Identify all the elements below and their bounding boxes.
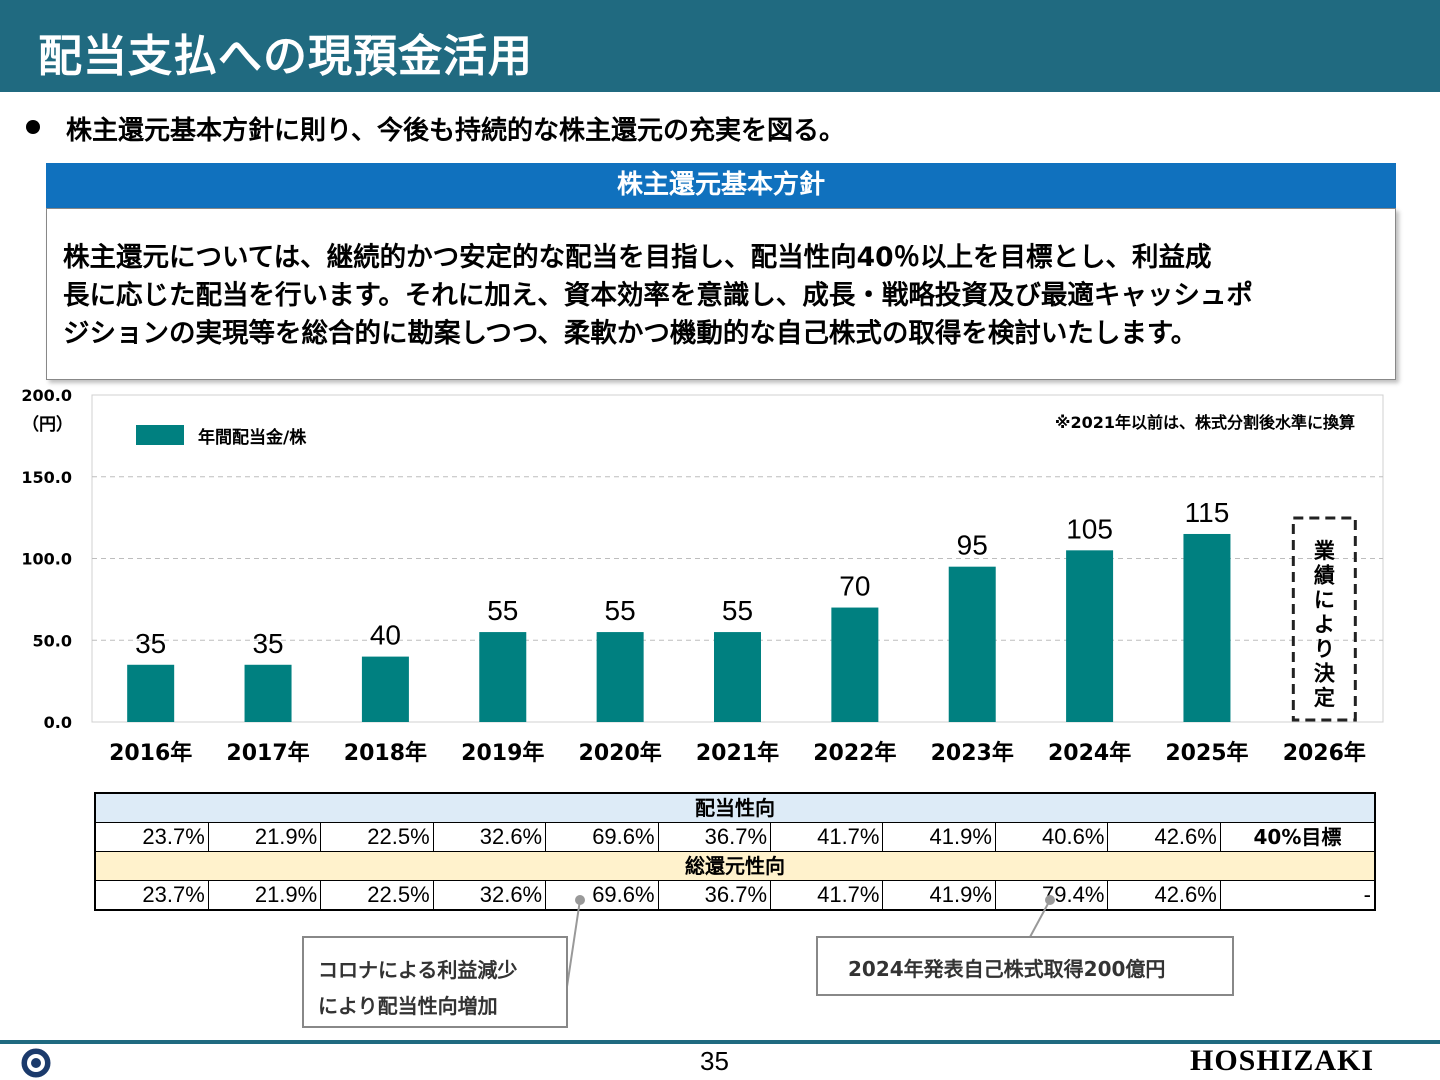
bar [244,664,292,722]
pending-label-char: よ [1314,613,1335,637]
x-tick-label: 2024年 [1048,740,1131,766]
table-cell: 21.9% [207,880,322,911]
table-cell: 23.7% [93,880,209,911]
payout-header: 配当性向 [94,792,1376,823]
x-tick-label: 2017年 [226,740,309,766]
bar [361,656,409,722]
y-tick-label: 100.0 [21,550,72,569]
bar-value-label: 40 [370,620,401,651]
chart-note: ※2021年以前は、株式分割後水準に換算 [1055,413,1355,432]
footer-line [0,1040,1440,1044]
bar-value-label: 55 [605,595,636,626]
table-cell: 23.7% [93,822,209,852]
bar-value-label: 70 [839,571,870,602]
bar [1183,533,1231,722]
x-tick-label: 2019年 [461,740,544,766]
table-cell: 40%目標 [1219,822,1376,852]
y-tick-label: 50.0 [33,631,72,650]
policy-box: 株主還元については、継続的かつ安定的な配当を目指し、配当性向40％以上を目標とし… [46,208,1396,380]
header-bar: 配当支払への現預金活用 [0,0,1440,92]
lead-text: 株主還元基本方針に則り、今後も持続的な株主還元の充実を図る。 [66,116,845,146]
bar [948,566,996,722]
pending-label-char: 業 [1314,539,1336,563]
bar [479,632,527,722]
pending-box [1291,516,1357,722]
buyback-note-text: 2024年発表自己株式取得200億円 [848,957,1166,981]
table-cell: 32.6% [432,880,547,911]
x-tick-label: 2020年 [579,740,662,766]
table-cell: 41.9% [882,822,996,852]
table-cell: 69.6% [545,880,659,911]
x-tick-label: 2023年 [931,740,1014,766]
y-tick-label: 150.0 [21,468,72,487]
table-cell: 42.6% [1107,822,1221,852]
dividend-chart: 0.0 50.0 100.0 150.0 200.0 （円） 35 2016年 35 2017年 4… [21,386,1384,766]
bar [714,632,761,722]
policy-text: 株主還元については、継続的かつ安定的な配当を目指し、配当性向40％以上を目標とし… [63,239,1373,353]
x-tick-label: 2022年 [813,740,896,766]
bar-value-label: 115 [1185,497,1230,528]
legend-swatch [136,425,184,445]
y-axis-unit: （円） [22,414,73,435]
hoshizaki-logo: HOSHIZAKI [1190,1044,1375,1077]
table-cell: 36.7% [657,880,772,911]
bar [831,607,879,722]
covid-note-line: により配当性向増加 [318,994,498,1018]
table-cell: 79.4% [994,880,1109,911]
covid-note-line: コロナによる利益減少 [318,958,518,982]
pending-label-char: に [1314,588,1335,612]
x-tick-label: 2016年 [109,740,192,766]
bar-value-label: 55 [487,595,518,626]
hoshizaki-emblem-icon [20,1047,52,1079]
table-cell: 41.7% [770,880,884,911]
table-cell: 41.9% [882,880,996,911]
bar [1066,550,1114,722]
x-tick-label: 2025年 [1165,740,1248,766]
table-cell: 21.9% [207,822,322,852]
legend-label: 年間配当金/株 [198,427,307,448]
bar-value-label: 95 [957,530,988,561]
table-cell: 22.5% [320,880,434,911]
pending-label-char: 決 [1314,662,1336,686]
buyback-note: 2024年発表自己株式取得200億円 [816,936,1234,996]
table-cell: 41.7% [770,822,884,852]
policy-line: 長に応じた配当を行います。それに加え、資本効率を意識し、成長・戦略投資及び最適キ… [63,280,1253,311]
policy-line: ジションの実現等を総合的に勘案しつつ、柔軟かつ機動的な自己株式の取得を検討いたし… [63,318,1198,349]
x-tick-label: 2021年 [696,740,779,766]
table-cell: - [1219,880,1376,911]
policy-heading: 株主還元基本方針 [46,163,1396,208]
y-tick-label: 200.0 [21,386,72,405]
table-cell: 32.6% [432,822,547,852]
table-cell: 42.6% [1107,880,1221,911]
table-cell: 40.6% [994,822,1109,852]
total-row: 23.7% 21.9% 22.5% 32.6% 69.6% 36.7% 41.7% 41.9%… [93,880,1376,911]
bullet-icon [26,120,40,134]
bar [127,664,175,722]
x-tick-label: 2026年 [1283,740,1366,766]
payout-row: 23.7% 21.9% 22.5% 32.6% 69.6% 36.7% 41.7% 41.9%… [93,822,1376,852]
total-header: 総還元性向 [94,851,1376,881]
page-title: 配当支払への現預金活用 [38,31,533,82]
pending-label-char: 績 [1314,564,1335,588]
x-tick-label: 2018年 [344,740,427,766]
table-cell: 22.5% [320,822,434,852]
covid-note: コロナによる利益減少 により配当性向増加 [302,936,568,1028]
pending-label-char: り [1314,637,1335,661]
policy-line: 株主還元については、継続的かつ安定的な配当を目指し、配当性向40％以上を目標とし… [63,242,1212,273]
pending-label-char: 定 [1314,686,1335,710]
table-cell: 36.7% [657,822,772,852]
bar-value-label: 35 [252,628,283,659]
table-cell: 69.6% [545,822,659,852]
bar-value-label: 55 [722,595,753,626]
payout-table: 配当性向 23.7% 21.9% 22.5% 32.6% 69.6% 36.7% 41.7%… [93,792,1376,911]
bar-value-label: 105 [1066,513,1113,544]
y-tick-label: 0.0 [44,713,72,732]
bar [596,632,644,722]
page-number: 35 [700,1046,729,1076]
bar-value-label: 35 [135,628,166,659]
